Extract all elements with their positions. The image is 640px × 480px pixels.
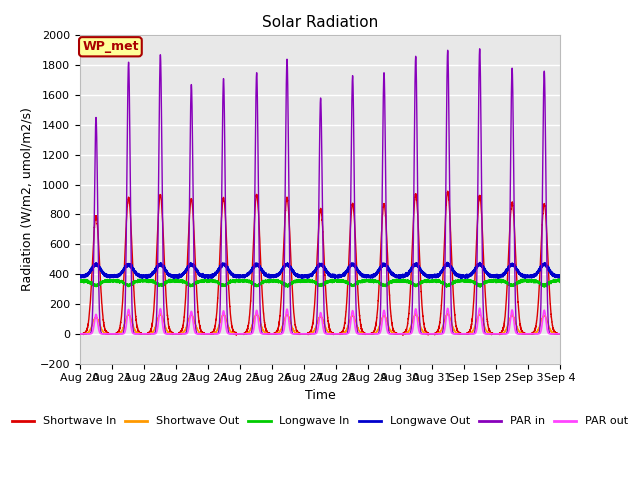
- Legend: Shortwave In, Shortwave Out, Longwave In, Longwave Out, PAR in, PAR out: Shortwave In, Shortwave Out, Longwave In…: [7, 412, 633, 431]
- Text: WP_met: WP_met: [82, 40, 139, 53]
- Title: Solar Radiation: Solar Radiation: [262, 15, 378, 30]
- Y-axis label: Radiation (W/m2, umol/m2/s): Radiation (W/m2, umol/m2/s): [21, 108, 34, 291]
- X-axis label: Time: Time: [305, 389, 335, 402]
